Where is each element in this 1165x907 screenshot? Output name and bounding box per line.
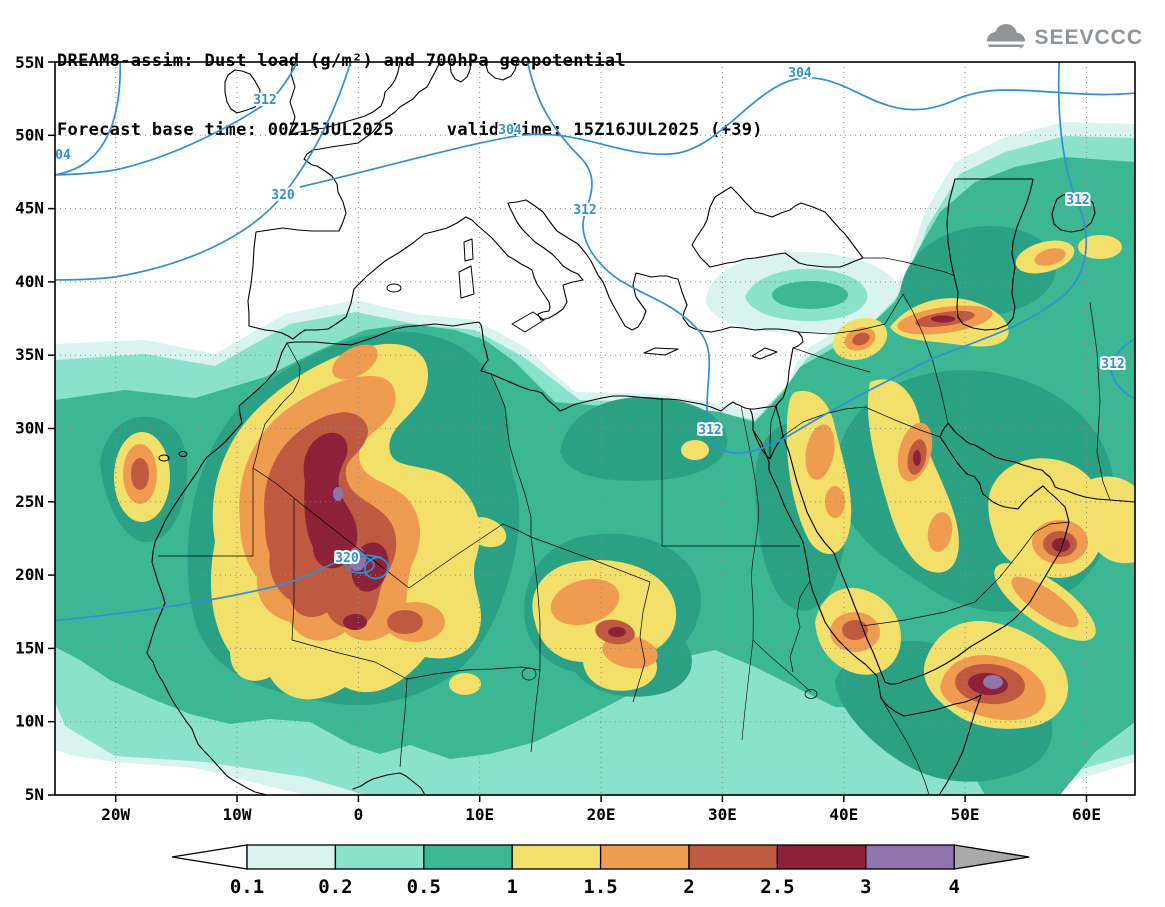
lon-tick-label: 40E — [829, 805, 858, 824]
dust-layer-0p1 — [55, 122, 1135, 795]
colorbar-cell — [511, 844, 602, 870]
dust-layer-0p5-dark — [100, 226, 1115, 782]
contour-label: 312 — [573, 203, 596, 218]
logo-text: SEEVCCC — [1034, 26, 1143, 49]
lat-tick-label: 5N — [25, 785, 44, 804]
lat-tick-label: 35N — [15, 345, 44, 364]
colorbar-label: 4 — [948, 876, 959, 898]
dust-layer-1 — [114, 235, 1135, 729]
colorbar-arrow-left — [171, 844, 248, 870]
lat-tick-label: 50N — [15, 125, 44, 144]
lat-tick-label: 10N — [15, 712, 44, 731]
colorbar-cell — [599, 844, 690, 870]
contour-label: 320 — [335, 551, 359, 566]
lat-tick-label: 20N — [15, 565, 44, 584]
lat-tick-label: 30N — [15, 419, 44, 438]
colorbar-label: 0.5 — [407, 876, 441, 898]
dust-layer-0p2 — [55, 136, 1135, 795]
lon-tick-label: 10W — [223, 805, 252, 824]
lon-tick-label: 20E — [587, 805, 616, 824]
colorbar-cell — [865, 844, 955, 870]
lat-axis: 55N 50N 45N 40N 35N 30N 25N 20N 15N 10N … — [15, 53, 55, 804]
colorbar-label: 3 — [860, 876, 871, 898]
colorbar-label: 0.1 — [230, 876, 264, 898]
dust-layer-0p5 — [55, 157, 1135, 795]
title-line-1: DREAM8-assim: Dust load (g/m²) and 700hP… — [57, 51, 626, 71]
colorbar-cell — [776, 844, 867, 870]
lon-tick-label: 0 — [354, 805, 364, 824]
lon-tick-label: 20W — [101, 805, 130, 824]
chart-title: DREAM8-assim: Dust load (g/m²) and 700hP… — [57, 4, 763, 188]
contour-label: 312 — [1101, 357, 1124, 372]
colorbar-label: 2 — [683, 876, 694, 898]
lon-tick-label: 30E — [708, 805, 737, 824]
colorbar-label: 1 — [506, 876, 517, 898]
lon-tick-label: 50E — [951, 805, 980, 824]
lon-tick-label: 60E — [1072, 805, 1101, 824]
colorbar-arrow-right — [953, 844, 1030, 870]
colorbar-cell — [688, 844, 779, 870]
lat-tick-label: 40N — [15, 272, 44, 291]
colorbar-cell — [423, 844, 513, 870]
title-line-2: Forecast base time: 00Z15JUL2025 valid t… — [57, 120, 763, 140]
country-borders — [158, 257, 1111, 795]
cloud-icon — [985, 24, 1026, 50]
dust-layer-2p5 — [303, 315, 1070, 696]
contour-label: 320 — [271, 188, 295, 203]
seevccc-logo: SEEVCCC — [982, 22, 1143, 54]
lat-tick-label: 45N — [15, 199, 44, 218]
dust-layer-3 — [333, 487, 1003, 689]
colorbar-label: 2.5 — [760, 876, 794, 898]
dust-layer-1p5 — [123, 248, 1088, 721]
contour-label: 304 — [788, 66, 812, 81]
lat-tick-label: 55N — [15, 53, 44, 72]
lat-tick-label: 25N — [15, 492, 44, 511]
contour-label: 312 — [1066, 193, 1089, 208]
colorbar-cell — [334, 844, 425, 870]
lat-tick-label: 15N — [15, 638, 44, 657]
contour-label: 312 — [698, 423, 721, 438]
rivers — [740, 405, 812, 741]
lon-axis: 20W 10W 0 10E 20E 30E 40E 50E 60E — [101, 795, 1101, 824]
colorbar-cell — [246, 844, 337, 870]
colorbar-label: 0.2 — [318, 876, 352, 898]
lon-tick-label: 10E — [465, 805, 494, 824]
dust-layer-2 — [131, 310, 1077, 705]
colorbar: 0.1 0.2 0.5 1 1.5 2 2.5 3 4 — [171, 844, 1030, 898]
colorbar-label: 1.5 — [583, 876, 617, 898]
